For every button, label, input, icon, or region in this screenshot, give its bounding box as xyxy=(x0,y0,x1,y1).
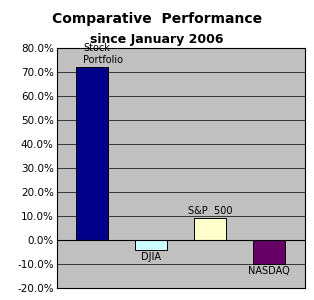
Text: NASDAQ: NASDAQ xyxy=(248,266,290,276)
Bar xyxy=(194,218,226,240)
Text: S&P  500: S&P 500 xyxy=(188,206,232,216)
Text: since January 2006: since January 2006 xyxy=(90,33,224,46)
Bar xyxy=(253,240,285,264)
Bar xyxy=(76,67,108,240)
Bar xyxy=(135,240,167,250)
Text: Comparative  Performance: Comparative Performance xyxy=(52,12,262,26)
Text: DJIA: DJIA xyxy=(141,252,161,262)
Text: Stock
Portfolio: Stock Portfolio xyxy=(83,43,123,65)
